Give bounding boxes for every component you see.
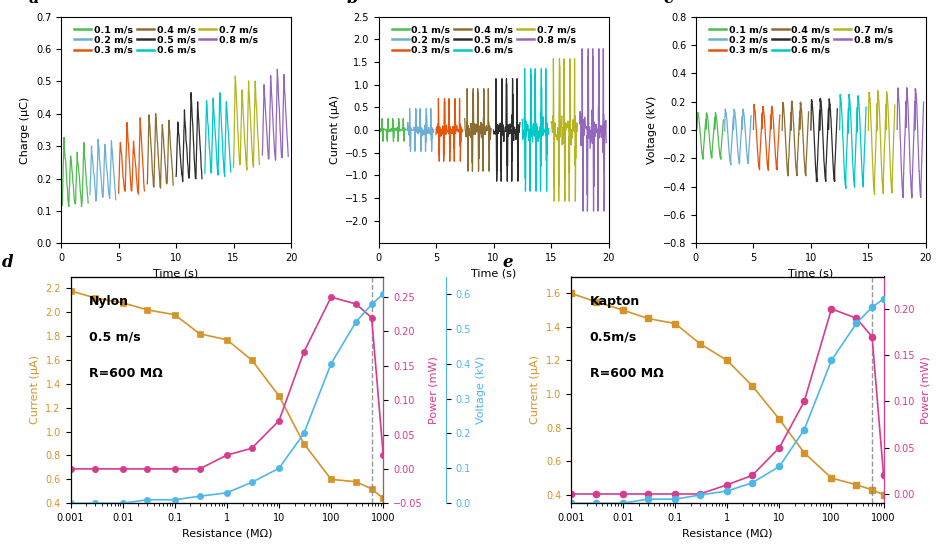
Y-axis label: Voltage (kV): Voltage (kV)	[647, 96, 657, 164]
Text: e: e	[502, 254, 512, 272]
X-axis label: Time (s): Time (s)	[789, 269, 834, 279]
Legend: 0.1 m/s, 0.2 m/s, 0.3 m/s, 0.4 m/s, 0.5 m/s, 0.6 m/s, 0.7 m/s, 0.8 m/s: 0.1 m/s, 0.2 m/s, 0.3 m/s, 0.4 m/s, 0.5 …	[705, 22, 897, 59]
X-axis label: Resistance (MΩ): Resistance (MΩ)	[181, 529, 272, 539]
Text: d: d	[2, 254, 13, 272]
Text: a: a	[29, 0, 39, 7]
X-axis label: Time (s): Time (s)	[471, 269, 516, 279]
Text: R=600 MΩ: R=600 MΩ	[589, 367, 664, 380]
Y-axis label: Current (μA): Current (μA)	[330, 96, 339, 164]
Y-axis label: Power (mW): Power (mW)	[428, 356, 438, 424]
Legend: 0.1 m/s, 0.2 m/s, 0.3 m/s, 0.4 m/s, 0.5 m/s, 0.6 m/s, 0.7 m/s, 0.8 m/s: 0.1 m/s, 0.2 m/s, 0.3 m/s, 0.4 m/s, 0.5 …	[70, 22, 262, 59]
X-axis label: Resistance (MΩ): Resistance (MΩ)	[682, 529, 773, 539]
Y-axis label: Voltage (kV): Voltage (kV)	[477, 356, 486, 424]
Text: Kapton: Kapton	[589, 295, 640, 307]
Text: b: b	[346, 0, 358, 7]
Text: 0.5m/s: 0.5m/s	[589, 331, 637, 344]
Text: R=600 MΩ: R=600 MΩ	[89, 367, 163, 380]
Text: c: c	[664, 0, 674, 7]
Text: Nylon: Nylon	[89, 295, 130, 307]
Y-axis label: Charge (μC): Charge (μC)	[21, 96, 30, 164]
Y-axis label: Current (μA): Current (μA)	[30, 356, 39, 424]
X-axis label: Time (s): Time (s)	[153, 269, 198, 279]
Y-axis label: Current (μA): Current (μA)	[530, 356, 540, 424]
Legend: 0.1 m/s, 0.2 m/s, 0.3 m/s, 0.4 m/s, 0.5 m/s, 0.6 m/s, 0.7 m/s, 0.8 m/s: 0.1 m/s, 0.2 m/s, 0.3 m/s, 0.4 m/s, 0.5 …	[388, 22, 580, 59]
Text: 0.5 m/s: 0.5 m/s	[89, 331, 141, 344]
Y-axis label: Power (mW): Power (mW)	[920, 356, 931, 424]
